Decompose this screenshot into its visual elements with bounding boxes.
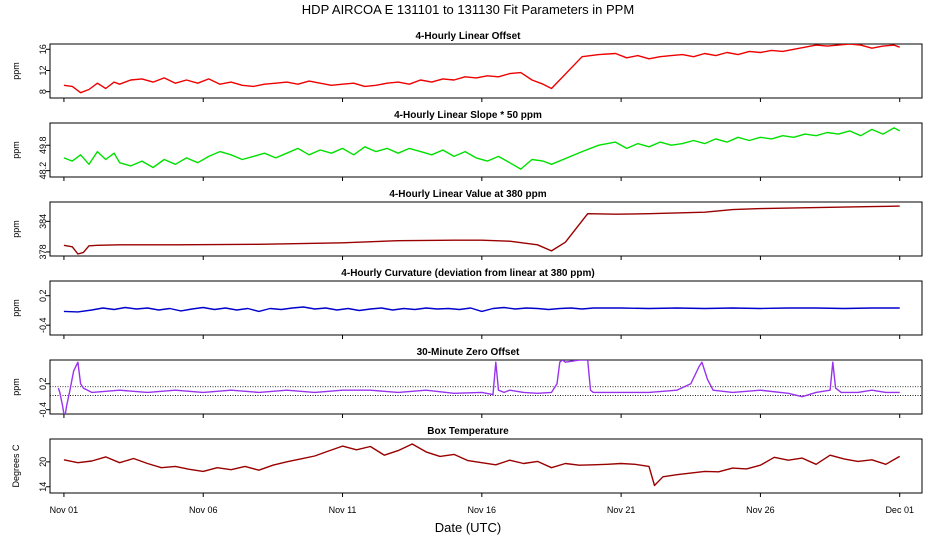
x-tick-label: Nov 26 (746, 505, 775, 515)
y-tick-label: 12 (38, 65, 48, 75)
y-axis-label: ppm (11, 299, 21, 317)
y-tick-label: -0.4 (38, 317, 48, 333)
y-tick-label: 16 (38, 44, 48, 54)
series-line (63, 205, 900, 255)
panel-3: 4-Hourly Linear Value at 380 ppm 378 384 pp… (11, 189, 923, 260)
plot-frame (49, 43, 923, 99)
panel-2: 4-Hourly Linear Slope * 50 ppm 48.2 49.8 pp… (11, 110, 923, 181)
panel-title: 30-Minute Zero Offset (417, 347, 520, 358)
y-tick-label: 49.8 (38, 136, 48, 154)
panel-5: 30-Minute Zero Offset -0.4 0.2 ppm (11, 347, 923, 418)
x-tick-label: Nov 16 (468, 505, 497, 515)
panel-1: 4-Hourly Linear Offset 8 12 16 ppm (11, 31, 923, 102)
figure-title: HDP AIRCOA E 131101 to 131130 Fit Parame… (302, 2, 634, 17)
x-axis-label: Date (UTC) (435, 520, 501, 535)
x-tick-label: Nov 21 (607, 505, 636, 515)
panel-6: Box Temperature 14 20 Degrees C (11, 426, 923, 497)
y-axis-label: ppm (11, 62, 21, 80)
y-tick-label: 0.2 (38, 289, 48, 302)
plot-frame (49, 201, 923, 257)
panel-title: 4-Hourly Linear Offset (415, 31, 521, 42)
plot-frame (49, 280, 923, 336)
y-tick-label: 48.2 (38, 162, 48, 180)
y-tick-label: 14 (38, 482, 48, 492)
series-line (57, 360, 900, 414)
y-tick-label: 20 (38, 457, 48, 467)
panel-4: 4-Hourly Curvature (deviation from linea… (11, 268, 923, 339)
panel-title: Box Temperature (427, 426, 509, 437)
series-line (63, 443, 901, 487)
x-axis: Nov 01 Nov 06 Nov 11 Nov 16 Nov 21 Nov 26 Dec … (50, 505, 914, 515)
y-tick-label: 8 (38, 89, 48, 94)
x-tick-label: Nov 06 (189, 505, 218, 515)
y-tick-label: -0.4 (38, 402, 48, 418)
y-axis-label: Degrees C (11, 444, 21, 488)
series-line (63, 44, 900, 94)
panel-title: 4-Hourly Linear Slope * 50 ppm (394, 110, 542, 121)
y-tick-label: 0.2 (38, 378, 48, 391)
y-tick-label: 384 (38, 214, 48, 229)
panel-title: 4-Hourly Curvature (deviation from linea… (341, 268, 594, 279)
plot-frame (49, 122, 923, 178)
series-line (63, 127, 901, 170)
x-tick-label: Nov 11 (329, 505, 357, 515)
y-axis-label: ppm (11, 378, 21, 396)
series-line (63, 306, 900, 313)
y-axis-label: ppm (11, 141, 21, 159)
y-tick-label: 378 (38, 244, 48, 259)
panel-title: 4-Hourly Linear Value at 380 ppm (389, 189, 546, 200)
x-tick-label: Nov 01 (50, 505, 79, 515)
y-axis-label: ppm (11, 220, 21, 238)
x-tick-label: Dec 01 (885, 505, 914, 515)
plot-frame (49, 438, 923, 494)
